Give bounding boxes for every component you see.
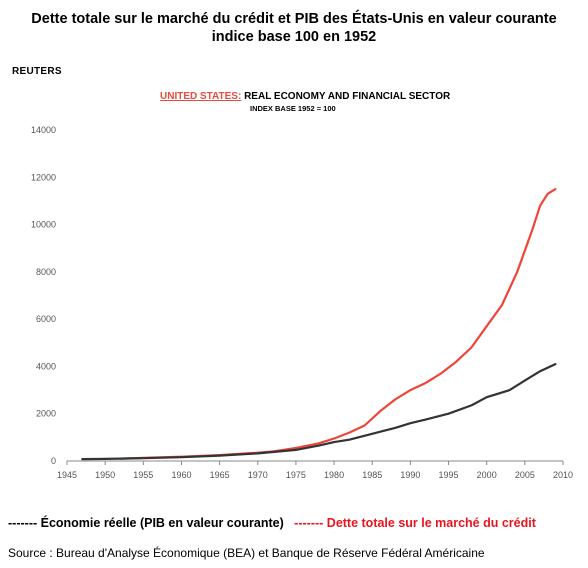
y-tick-label: 6000 xyxy=(36,314,56,324)
x-tick-label: 2000 xyxy=(477,470,497,480)
legend-debt-label: Dette totale sur le marché du crédit xyxy=(323,516,536,530)
x-tick-label: 1980 xyxy=(324,470,344,480)
inner-chart-title: UNITED STATES: REAL ECONOMY AND FINANCIA… xyxy=(160,91,450,102)
y-tick-label: 4000 xyxy=(36,361,56,371)
x-tick-label: 1955 xyxy=(133,470,153,480)
source-note: Source : Bureau d'Analyse Économique (BE… xyxy=(8,546,485,560)
x-tick-label: 1975 xyxy=(286,470,306,480)
gdp-series-line xyxy=(81,363,557,461)
y-tick-label: 10000 xyxy=(31,220,56,230)
reuters-logo: REUTERS xyxy=(12,66,62,77)
chart-title: Dette totale sur le marché du crédit et … xyxy=(0,10,588,46)
x-tick-label: 2005 xyxy=(515,470,535,480)
x-tick-label: 1960 xyxy=(171,470,191,480)
debt-series-line xyxy=(119,188,557,460)
line-chart: 1945 1950 1955 1960 1965 1970 1975 1980 1985 1990… xyxy=(31,125,573,480)
y-tick-label: 8000 xyxy=(36,267,56,277)
x-tick-label: 1965 xyxy=(210,470,230,480)
x-tick-label: 1995 xyxy=(439,470,459,480)
legend-gdp-swatch: ------- xyxy=(8,516,38,530)
y-tick-label: 0 xyxy=(51,456,56,466)
y-tick-label: 14000 xyxy=(31,125,56,135)
legend: ------- Économie réelle (PIB en valeur c… xyxy=(8,516,536,530)
legend-debt-swatch: ------- xyxy=(294,516,324,530)
x-tick-label: 1985 xyxy=(362,470,382,480)
x-tick-label: 1950 xyxy=(95,470,115,480)
inner-title-country: UNITED STATES: xyxy=(160,91,242,102)
x-tick-label: 1970 xyxy=(248,470,268,480)
chart-title-line1: Dette totale sur le marché du crédit et … xyxy=(31,11,557,27)
x-tick-label: 2010 xyxy=(553,470,573,480)
y-tick-label: 2000 xyxy=(36,409,56,419)
x-tick-label: 1945 xyxy=(57,470,77,480)
inner-chart-subtitle: INDEX BASE 1952 = 100 xyxy=(250,104,336,113)
chart-title-line2: indice base 100 en 1952 xyxy=(211,29,377,45)
inner-title-rest: REAL ECONOMY AND FINANCIAL SECTOR xyxy=(241,91,451,102)
legend-gdp-label: Économie réelle (PIB en valeur courante) xyxy=(37,516,284,530)
y-tick-label: 12000 xyxy=(31,172,56,182)
x-tick-label: 1990 xyxy=(400,470,420,480)
